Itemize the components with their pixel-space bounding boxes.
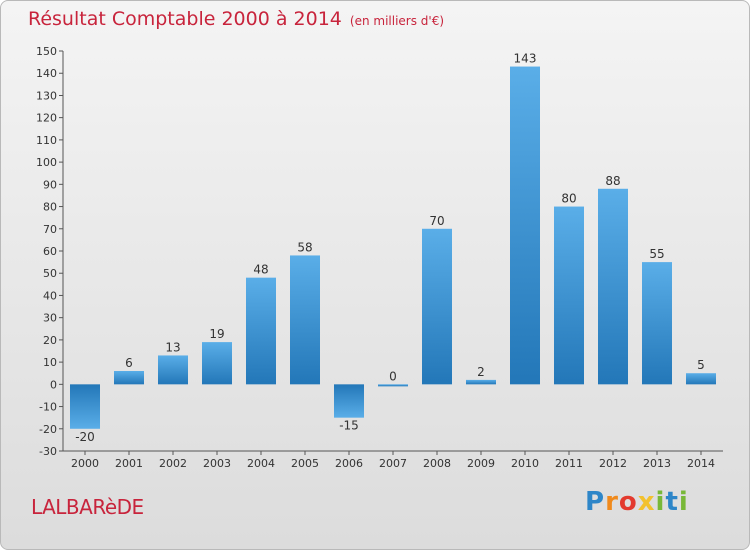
bar <box>422 228 452 385</box>
bar <box>642 262 672 385</box>
y-tick-label: 150 <box>36 45 57 58</box>
x-tick-label: 2006 <box>335 457 363 470</box>
y-tick-label: -20 <box>39 423 57 436</box>
x-tick-label: 2014 <box>687 457 715 470</box>
bar <box>378 384 408 387</box>
y-tick-label: 0 <box>50 378 57 391</box>
x-tick-label: 2002 <box>159 457 187 470</box>
x-tick-label: 2001 <box>115 457 143 470</box>
y-tick-label: 140 <box>36 67 57 80</box>
x-tick-label: 2000 <box>71 457 99 470</box>
x-tick-label: 2009 <box>467 457 495 470</box>
brand-logo: Proxiti <box>585 487 689 517</box>
data-label: 80 <box>561 192 576 206</box>
bar <box>510 66 540 385</box>
x-tick-label: 2004 <box>247 457 275 470</box>
brand-letter: o <box>618 487 638 517</box>
y-tick-label: 50 <box>43 267 57 280</box>
bar <box>114 371 144 385</box>
y-tick-label: 100 <box>36 156 57 169</box>
data-label: 48 <box>253 263 268 277</box>
data-label: 70 <box>429 214 444 228</box>
brand-letter: t <box>665 487 679 517</box>
title-text: Résultat Comptable 2000 à 2014 <box>28 8 342 30</box>
data-label: -15 <box>339 419 359 433</box>
y-tick-label: 110 <box>36 134 57 147</box>
bar <box>70 384 100 429</box>
data-label: -20 <box>75 430 95 444</box>
y-tick-label: 20 <box>43 334 57 347</box>
y-tick-label: 80 <box>43 201 57 214</box>
y-tick-label: -30 <box>39 445 57 458</box>
y-tick-label: 10 <box>43 356 57 369</box>
chart-title: Résultat Comptable 2000 à 2014 (en millie… <box>28 8 444 30</box>
bar <box>202 342 232 385</box>
bar <box>290 255 320 385</box>
y-tick-label: 130 <box>36 89 57 102</box>
data-label: 2 <box>477 365 485 379</box>
y-tick-label: 70 <box>43 223 57 236</box>
x-tick-label: 2011 <box>555 457 583 470</box>
commune-name: LALBARèDE <box>31 495 144 519</box>
y-tick-label: 30 <box>43 312 57 325</box>
x-tick-label: 2013 <box>643 457 671 470</box>
data-label: 143 <box>514 52 537 66</box>
data-label: 6 <box>125 356 133 370</box>
y-tick-label: -10 <box>39 401 57 414</box>
data-label: 19 <box>209 327 224 341</box>
y-tick-label: 90 <box>43 178 57 191</box>
brand-letter: x <box>637 487 656 517</box>
x-tick-label: 2003 <box>203 457 231 470</box>
data-label: 58 <box>297 240 312 254</box>
brand-letter: i <box>678 487 689 517</box>
y-tick-label: 60 <box>43 245 57 258</box>
y-tick-label: 40 <box>43 289 57 302</box>
x-tick-label: 2005 <box>291 457 319 470</box>
brand-letter: i <box>655 487 666 517</box>
x-tick-label: 2008 <box>423 457 451 470</box>
bar <box>246 277 276 385</box>
data-label: 55 <box>649 247 664 261</box>
title-unit: (en milliers d'€) <box>349 14 445 28</box>
y-tick-label: 120 <box>36 112 57 125</box>
bar <box>686 373 716 385</box>
brand-letter: r <box>605 487 619 517</box>
bar <box>158 355 188 385</box>
data-label: 5 <box>697 358 705 372</box>
bar <box>554 206 584 385</box>
data-label: 0 <box>389 369 397 383</box>
data-label: 88 <box>605 174 620 188</box>
brand-letter: P <box>585 487 606 517</box>
bar <box>466 379 496 385</box>
x-tick-label: 2007 <box>379 457 407 470</box>
x-tick-label: 2012 <box>599 457 627 470</box>
bar <box>598 188 628 385</box>
bar <box>334 384 364 418</box>
data-label: 13 <box>165 340 180 354</box>
x-tick-label: 2010 <box>511 457 539 470</box>
